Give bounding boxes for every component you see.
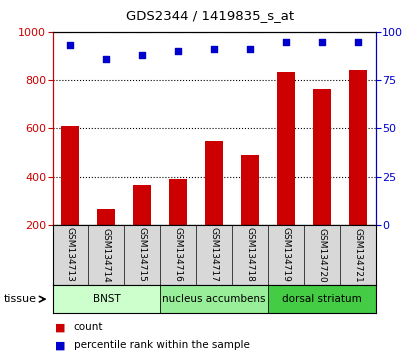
Bar [160, 285, 268, 313]
Text: GSM134714: GSM134714 [102, 228, 111, 282]
Point [139, 52, 146, 58]
Bar [277, 72, 295, 273]
Text: GSM134718: GSM134718 [246, 227, 255, 282]
Point [211, 46, 218, 52]
Text: dorsal striatum: dorsal striatum [282, 294, 362, 304]
Text: count: count [74, 322, 103, 332]
Text: GSM134717: GSM134717 [210, 227, 219, 282]
Text: tissue: tissue [4, 294, 37, 304]
Text: ■: ■ [55, 322, 65, 332]
Text: GDS2344 / 1419835_s_at: GDS2344 / 1419835_s_at [126, 9, 294, 22]
Text: percentile rank within the sample: percentile rank within the sample [74, 340, 249, 350]
Bar [205, 141, 223, 273]
Bar [169, 179, 187, 273]
Text: GSM134719: GSM134719 [281, 227, 291, 282]
Bar [313, 89, 331, 273]
Text: GSM134716: GSM134716 [174, 227, 183, 282]
Point [67, 42, 74, 48]
Point [283, 39, 289, 44]
Point [354, 39, 361, 44]
Text: BNST: BNST [92, 294, 120, 304]
Bar [97, 209, 116, 273]
Bar [241, 155, 259, 273]
Point [319, 39, 326, 44]
Text: GSM134720: GSM134720 [318, 228, 326, 282]
Bar [134, 185, 151, 273]
Bar [349, 70, 367, 273]
Bar [268, 285, 376, 313]
Text: GSM134713: GSM134713 [66, 227, 75, 282]
Point [103, 56, 110, 62]
Bar [52, 285, 160, 313]
Text: GSM134715: GSM134715 [138, 227, 147, 282]
Text: nucleus accumbens: nucleus accumbens [163, 294, 266, 304]
Point [247, 46, 254, 52]
Point [175, 48, 181, 54]
Bar [61, 126, 79, 273]
Text: GSM134721: GSM134721 [354, 228, 362, 282]
Text: ■: ■ [55, 340, 65, 350]
